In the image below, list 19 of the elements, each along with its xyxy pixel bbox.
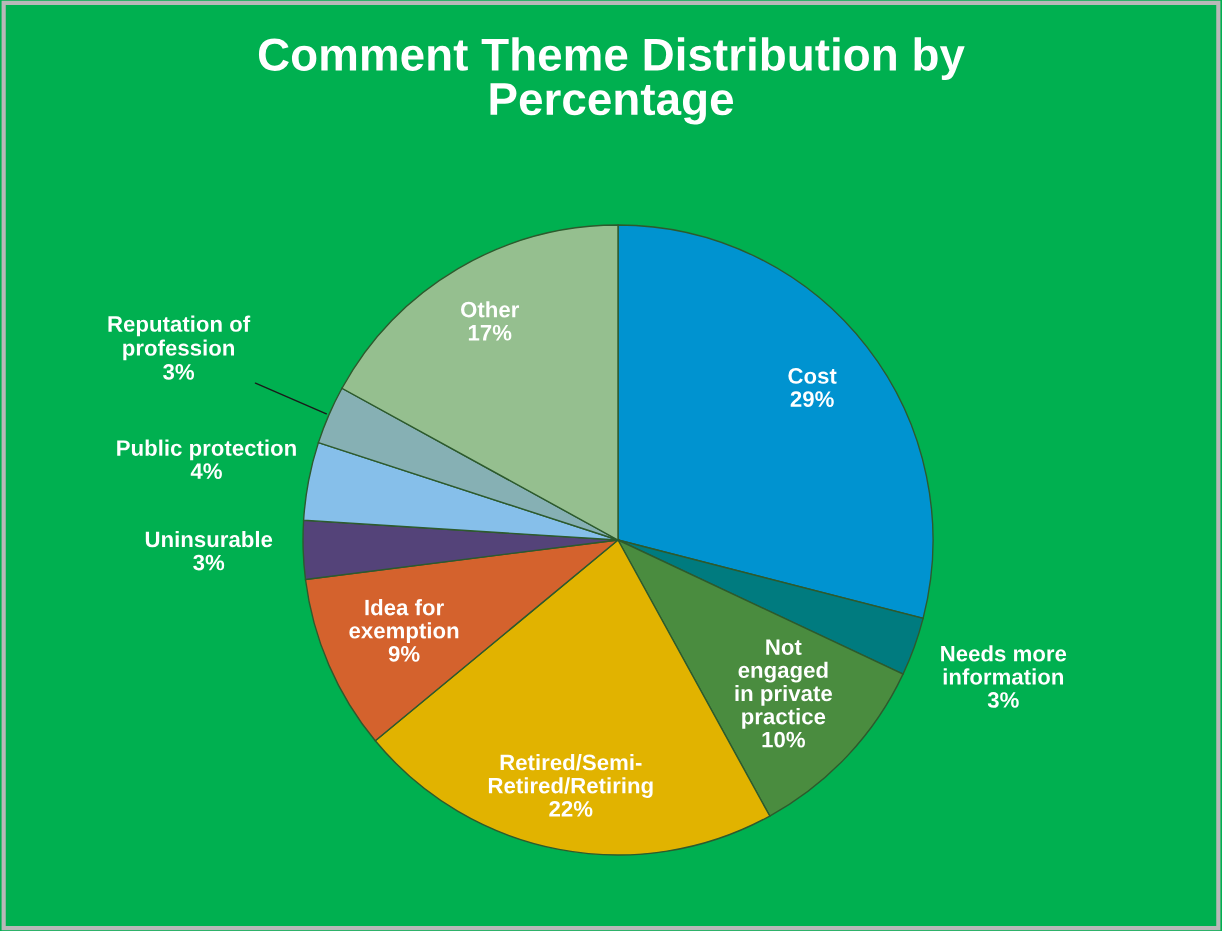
data-label: 4% xyxy=(190,463,222,479)
slice-label: Reputation of profession xyxy=(108,315,251,361)
data-label: 17% xyxy=(468,324,512,341)
slice-label: Retired/Semi- Retired/Retiring xyxy=(488,754,653,798)
data-label: 9% xyxy=(388,645,420,662)
data-label: 3% xyxy=(987,692,1019,708)
slice-label: Needs more information xyxy=(941,645,1067,685)
slice-label: Uninsurable xyxy=(145,530,273,548)
slice-label: Not engaged in private practice xyxy=(735,639,832,729)
data-label: 10% xyxy=(762,731,805,748)
slice-label: Public protection xyxy=(117,439,296,461)
data-label: 29% xyxy=(790,391,834,407)
data-label: 3% xyxy=(193,554,225,571)
slice-label: Other xyxy=(461,301,520,318)
data-label: 3% xyxy=(163,364,195,380)
slice-label: Idea for exemption xyxy=(349,599,459,643)
slice-label: Cost xyxy=(788,368,837,384)
data-label: 22% xyxy=(549,800,593,817)
chart-title: Comment Theme Distribution by Percentage xyxy=(258,37,965,125)
